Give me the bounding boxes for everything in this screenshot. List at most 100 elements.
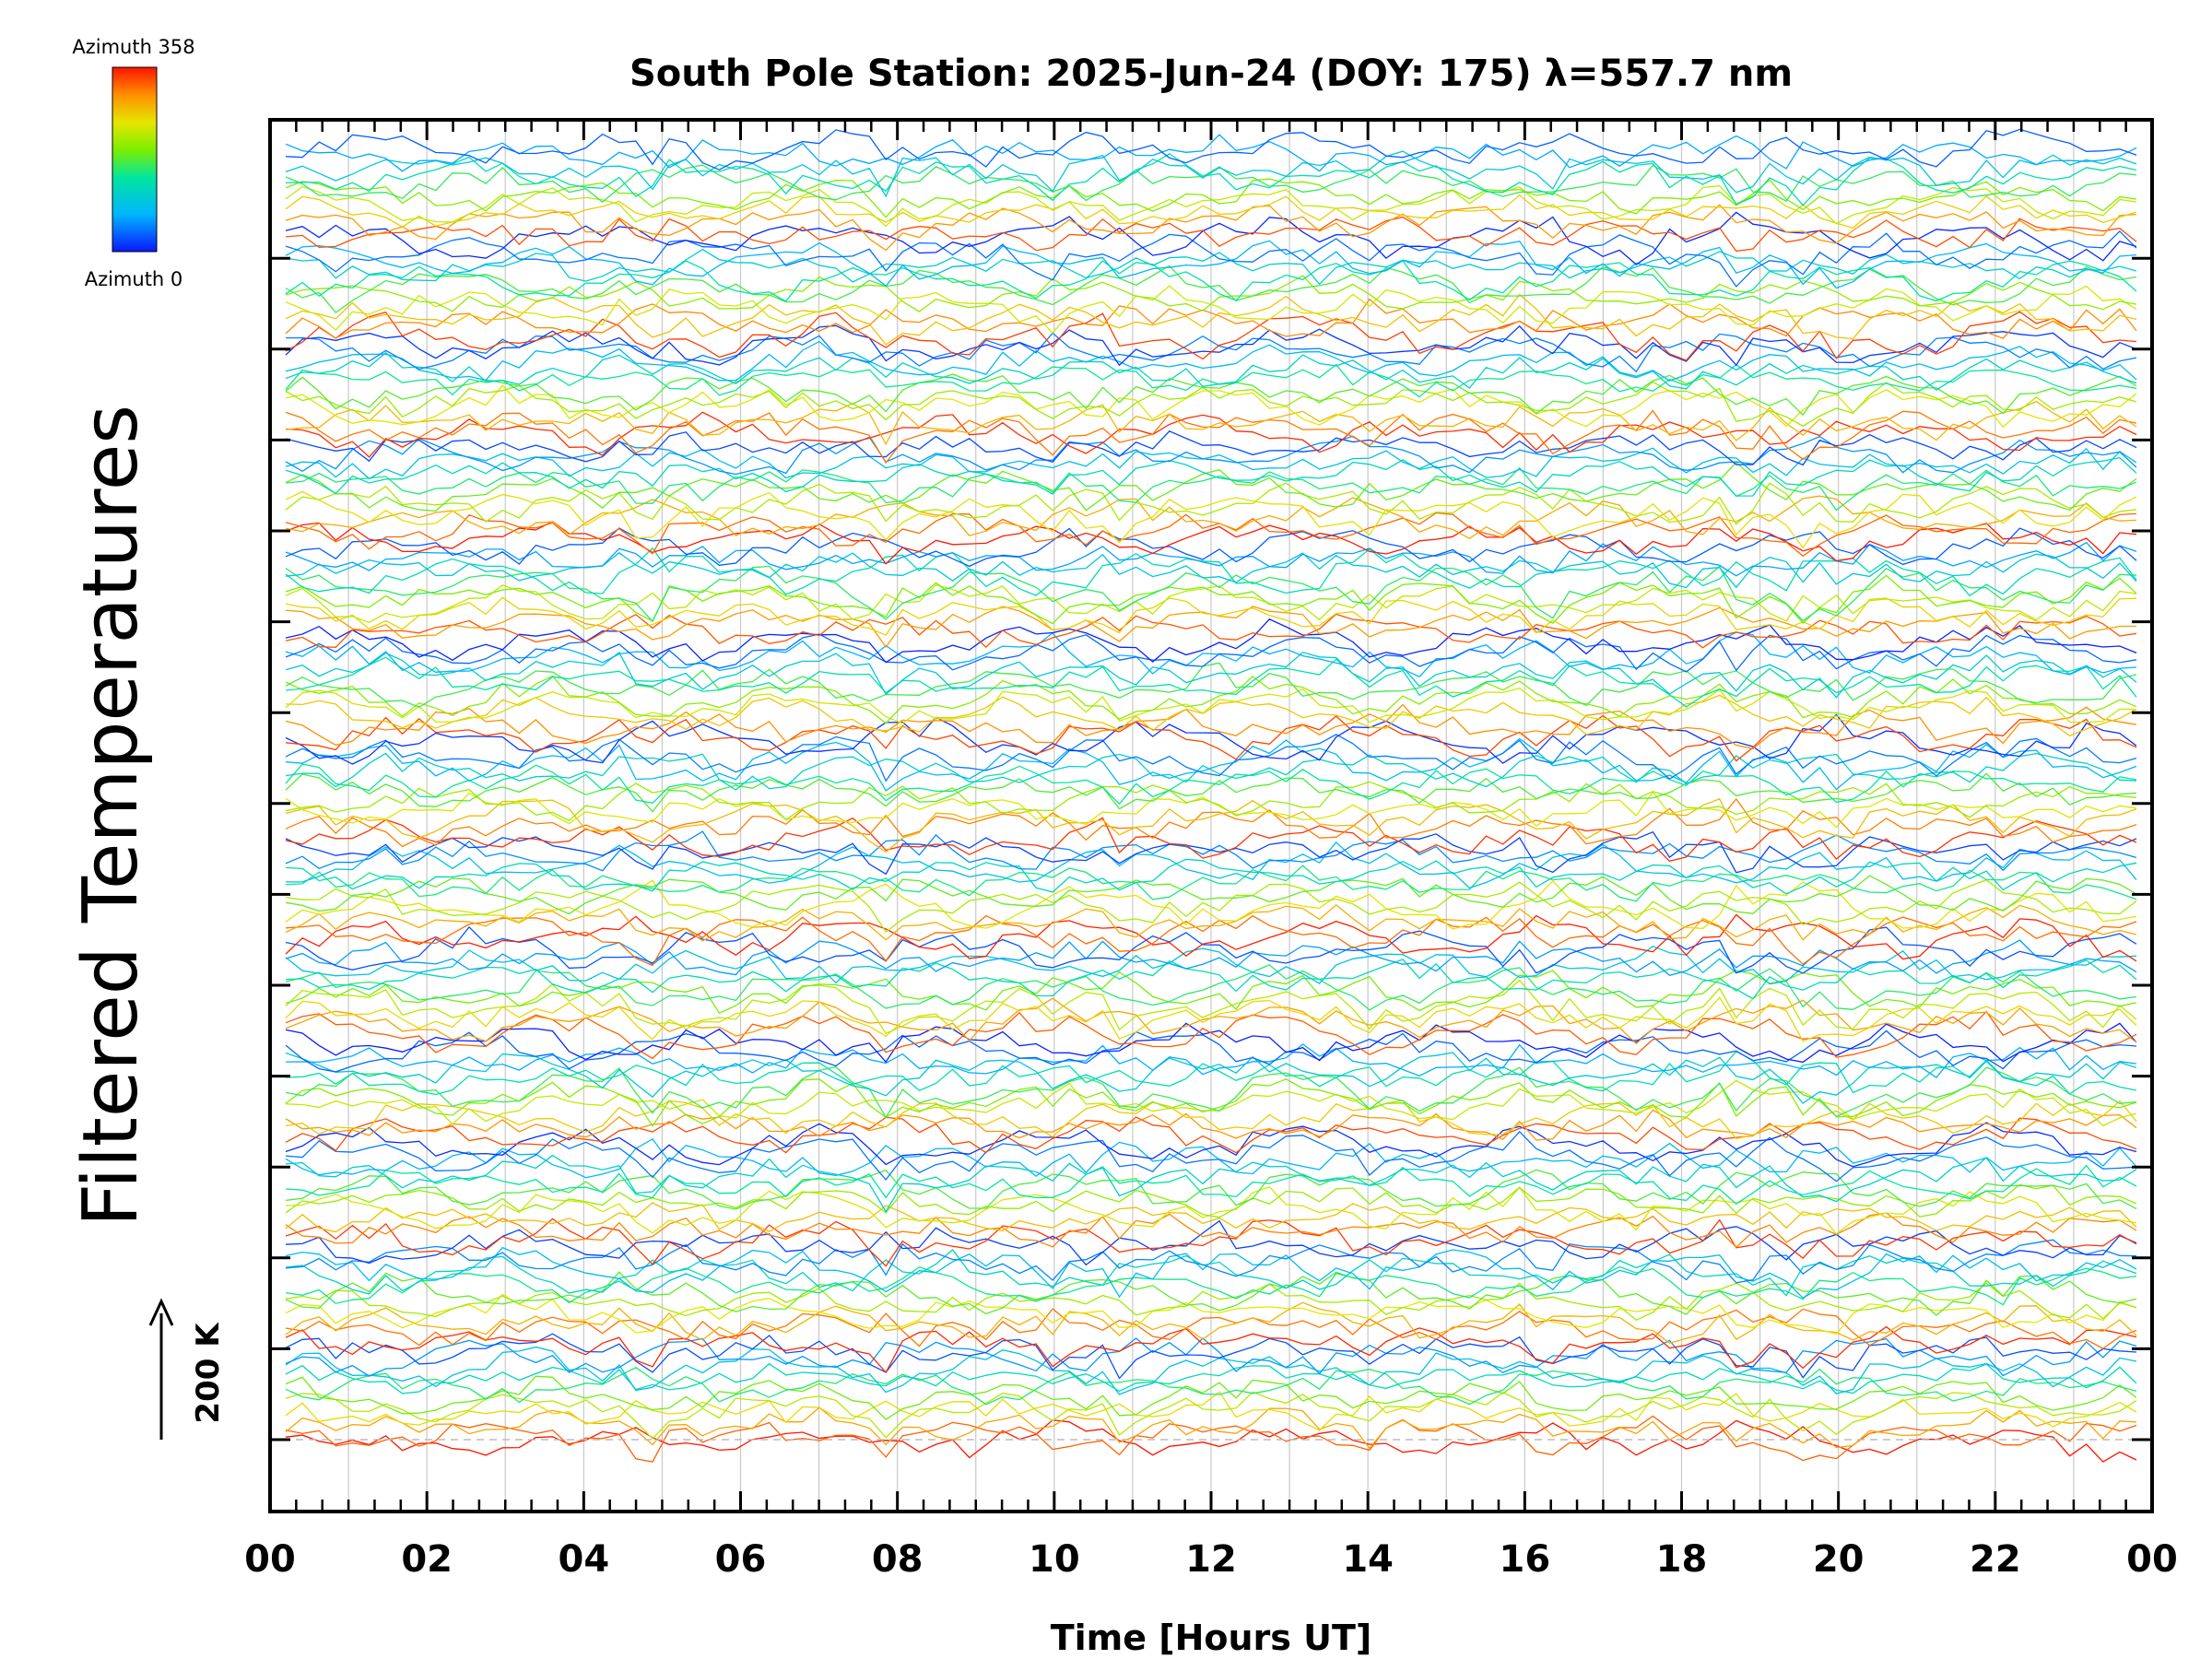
trace-line	[285, 1122, 2137, 1168]
trace-line	[285, 1212, 2137, 1248]
trace-line	[285, 1218, 2137, 1267]
colorbar: Azimuth 358 Azimuth 0	[72, 36, 194, 290]
trace-line	[285, 1169, 2137, 1210]
x-tick-label: 12	[1185, 1538, 1237, 1581]
trace-line	[285, 1154, 2137, 1213]
trace-line	[285, 384, 2137, 429]
trace-line	[285, 1346, 2137, 1395]
trace-line	[285, 150, 2137, 198]
trace-line	[285, 996, 2137, 1042]
trace-line	[285, 1333, 2137, 1380]
trace-line	[285, 925, 2137, 974]
trace-line	[285, 1308, 2137, 1349]
trace-line	[285, 613, 2137, 649]
trace-line	[285, 752, 2137, 791]
trace-line	[285, 772, 2137, 813]
traces	[285, 128, 2137, 1463]
trace-line	[285, 1050, 2137, 1096]
trace-line	[285, 153, 2137, 206]
trace-line	[285, 841, 2137, 889]
trace-line	[285, 373, 2137, 417]
trace-line	[285, 945, 2137, 985]
trace-line	[285, 240, 2137, 289]
trace-line	[285, 781, 2137, 822]
trace-line	[285, 633, 2137, 673]
trace-line	[285, 265, 2137, 313]
x-axis-label: Time [Hours UT]	[1051, 1618, 1372, 1658]
trace-line	[285, 651, 2137, 699]
x-tick-label: 16	[1499, 1538, 1550, 1581]
trace-line	[285, 964, 2137, 1011]
x-tick-label: 02	[401, 1538, 453, 1581]
trace-line	[285, 903, 2137, 942]
trace-line	[285, 1030, 2137, 1073]
x-tick-labels: 00 02 04 06 08 10 12 14 16 18 20 22 00	[244, 1538, 2178, 1581]
trace-line	[285, 260, 2137, 302]
x-tick-label: 20	[1813, 1538, 1865, 1581]
trace-line	[285, 466, 2137, 512]
trace-line	[285, 878, 2137, 934]
trace-line	[285, 447, 2137, 480]
trace-line	[285, 1109, 2137, 1141]
axes	[268, 118, 2154, 1513]
trace-line	[285, 618, 2137, 664]
trace-line	[285, 737, 2137, 792]
trace-line	[285, 713, 2137, 765]
trace-line	[285, 409, 2137, 465]
trace-line	[285, 1415, 2137, 1463]
trace-line	[285, 959, 2137, 1000]
trace-line	[285, 1078, 2137, 1127]
trace-line	[285, 1164, 2137, 1206]
trace-line	[285, 817, 2137, 863]
trace-line	[285, 1183, 2137, 1218]
trace-line	[285, 865, 2137, 902]
trace-line	[285, 1337, 2137, 1377]
trace-line	[285, 1010, 2137, 1060]
trace-line	[285, 311, 2137, 361]
trace-line	[285, 1052, 2137, 1104]
trace-line	[285, 1239, 2137, 1284]
x-tick-label: 08	[872, 1538, 924, 1581]
trace-line	[285, 1282, 2137, 1321]
trace-line	[285, 204, 2137, 252]
trace-line	[285, 1293, 2137, 1335]
trace-line	[285, 797, 2137, 848]
trace-line	[285, 275, 2137, 312]
trace-line	[285, 734, 2137, 782]
chart-title: South Pole Station: 2025-Jun-24 (DOY: 17…	[629, 53, 1793, 95]
trace-line	[285, 879, 2137, 930]
x-tick-label: 06	[715, 1538, 767, 1581]
trace-line	[285, 1271, 2137, 1316]
trace-line	[285, 1116, 2137, 1154]
trace-line	[285, 229, 2137, 288]
y-axis-label: Filtered Temperatures	[67, 405, 155, 1227]
x-tick-label: 10	[1029, 1538, 1080, 1581]
trace-line	[285, 248, 2137, 286]
trace-line	[285, 1265, 2137, 1306]
trace-line	[285, 1391, 2137, 1440]
trace-line	[285, 411, 2137, 458]
trace-line	[285, 1219, 2137, 1266]
trace-line	[285, 565, 2137, 623]
x-tick-label: 14	[1342, 1538, 1394, 1581]
trace-line	[285, 184, 2137, 228]
trace-line	[285, 596, 2137, 636]
x-tick-label: 04	[558, 1538, 609, 1581]
grid-lines	[347, 120, 2075, 1512]
trace-line	[285, 979, 2137, 1035]
trace-line	[285, 1137, 2137, 1179]
trace-line	[285, 1065, 2137, 1119]
trace-line	[285, 482, 2137, 525]
trace-line	[285, 1130, 2137, 1182]
trace-line	[285, 456, 2137, 497]
trace-line	[285, 351, 2137, 391]
x-tick-label: 00	[2126, 1538, 2178, 1581]
trace-line	[285, 490, 2137, 549]
trace-line	[285, 332, 2137, 373]
trace-line	[285, 714, 2137, 762]
trace-line	[285, 675, 2137, 724]
trace-line	[285, 1325, 2137, 1374]
trace-line	[285, 656, 2137, 708]
trace-line	[285, 381, 2137, 427]
colorbar-top-label: Azimuth 358	[72, 36, 194, 58]
